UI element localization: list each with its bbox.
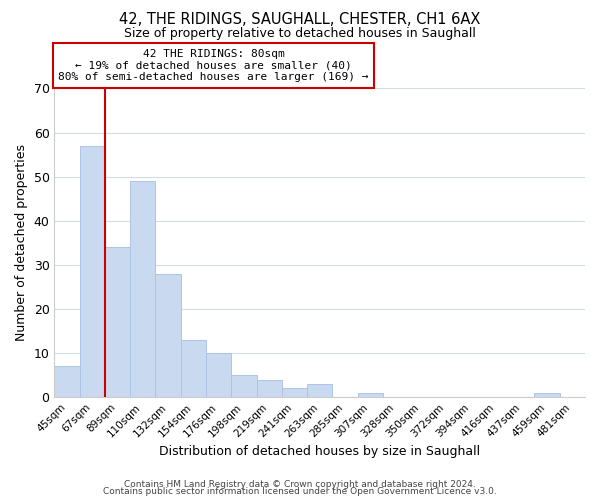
Bar [155,274,181,397]
X-axis label: Distribution of detached houses by size in Saughall: Distribution of detached houses by size … [159,444,480,458]
Bar [105,247,130,397]
Bar [55,366,80,397]
Text: 42, THE RIDINGS, SAUGHALL, CHESTER, CH1 6AX: 42, THE RIDINGS, SAUGHALL, CHESTER, CH1 … [119,12,481,28]
Y-axis label: Number of detached properties: Number of detached properties [15,144,28,342]
Bar [358,393,383,397]
Bar [535,393,560,397]
Text: 42 THE RIDINGS: 80sqm
← 19% of detached houses are smaller (40)
80% of semi-deta: 42 THE RIDINGS: 80sqm ← 19% of detached … [58,49,369,82]
Bar [130,181,155,397]
Bar [307,384,332,397]
Bar [80,146,105,397]
Text: Contains HM Land Registry data © Crown copyright and database right 2024.: Contains HM Land Registry data © Crown c… [124,480,476,489]
Bar [282,388,307,397]
Bar [257,380,282,397]
Bar [231,375,257,397]
Bar [181,340,206,397]
Text: Contains public sector information licensed under the Open Government Licence v3: Contains public sector information licen… [103,488,497,496]
Bar [206,353,231,397]
Text: Size of property relative to detached houses in Saughall: Size of property relative to detached ho… [124,28,476,40]
